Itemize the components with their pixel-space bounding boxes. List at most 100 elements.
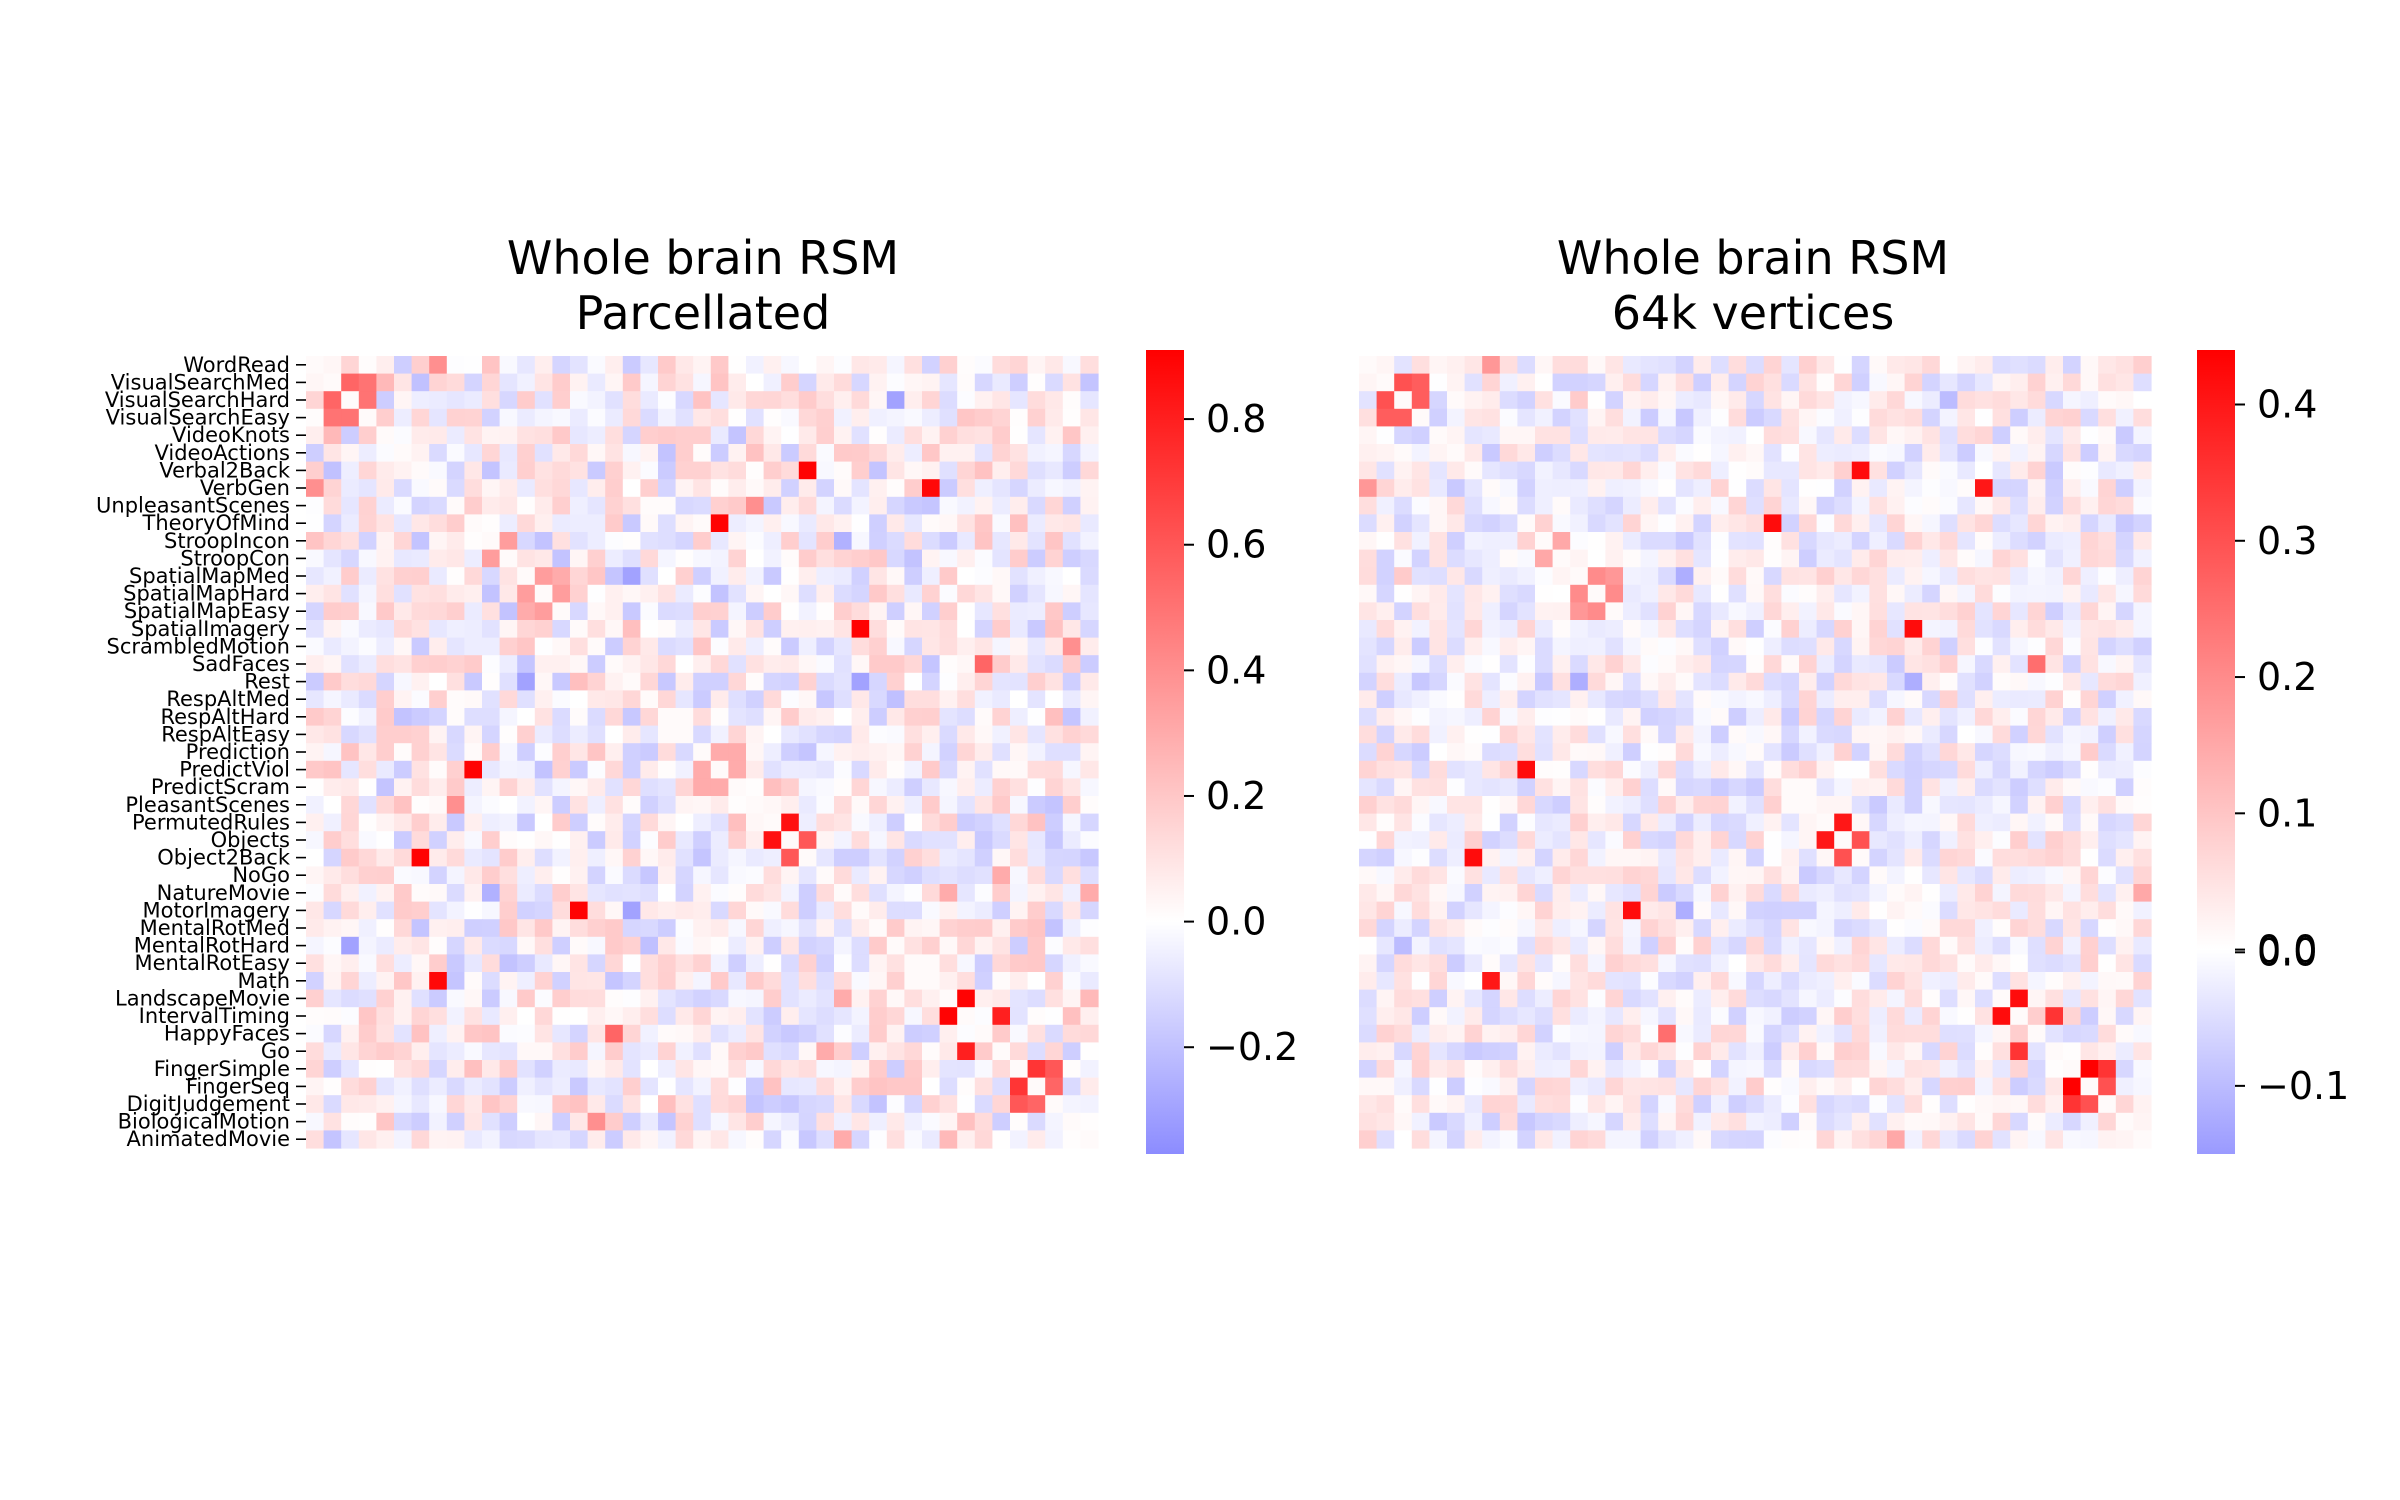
heatmap-cell — [1851, 848, 1870, 867]
heatmap-cell — [1411, 532, 1430, 551]
heatmap-cell — [974, 1060, 993, 1079]
heatmap-cell — [763, 901, 782, 920]
heatmap-cell — [2063, 672, 2082, 691]
heatmap-cell — [1763, 461, 1782, 480]
heatmap-cell — [376, 1077, 395, 1096]
heatmap-cell — [323, 831, 342, 850]
heatmap-cell — [1834, 972, 1853, 991]
heatmap-cell — [922, 831, 941, 850]
heatmap-cell — [2115, 549, 2134, 568]
row-label: VisualSearchHard — [105, 388, 290, 412]
heatmap-cell — [781, 690, 800, 709]
heatmap-cell — [1816, 567, 1835, 586]
heatmap-cell — [2080, 831, 2099, 850]
heatmap-cell — [1728, 1024, 1747, 1043]
heatmap-cell — [798, 1007, 817, 1026]
heatmap-cell — [1517, 514, 1536, 533]
heatmap-cell — [693, 549, 712, 568]
heatmap-cell — [834, 743, 853, 762]
heatmap-cell — [1939, 760, 1958, 779]
heatmap-cell — [1045, 1130, 1064, 1149]
heatmap-cell — [1728, 919, 1747, 938]
heatmap-cell — [1517, 1130, 1536, 1149]
heatmap-cell — [640, 496, 659, 515]
heatmap-cell — [1658, 620, 1677, 639]
heatmap-cell — [1658, 954, 1677, 973]
row-label: MentalRotHard — [134, 934, 290, 958]
heatmap-cell — [781, 1077, 800, 1096]
heatmap-cell — [2098, 408, 2117, 427]
heatmap-cell — [446, 866, 465, 885]
heatmap-cell — [1027, 919, 1046, 938]
heatmap-cell — [394, 1024, 413, 1043]
heatmap-cell — [1587, 901, 1606, 920]
heatmap-cell — [570, 989, 589, 1008]
heatmap-cell — [658, 655, 677, 674]
heatmap-cell — [1975, 1007, 1994, 1026]
heatmap-cell — [1834, 444, 1853, 463]
heatmap-cell — [2098, 637, 2117, 656]
colorbar-tick-label: −0.2 — [1206, 1025, 1298, 1069]
heatmap-cell — [1062, 479, 1081, 498]
heatmap-cell — [816, 743, 835, 762]
heatmap-cell — [693, 1042, 712, 1061]
heatmap-cell — [1535, 725, 1554, 744]
heatmap-cell — [552, 778, 571, 797]
heatmap-cell — [1851, 1077, 1870, 1096]
heatmap-cell — [1746, 1130, 1765, 1149]
heatmap-cell — [992, 373, 1011, 392]
heatmap-cell — [1851, 444, 1870, 463]
heatmap-cell — [1799, 936, 1818, 955]
heatmap-cell — [974, 1095, 993, 1114]
heatmap-cell — [922, 1095, 941, 1114]
heatmap-cell — [974, 1130, 993, 1149]
heatmap-cell — [1605, 884, 1624, 903]
heatmap-cell — [1027, 584, 1046, 603]
heatmap-cell — [605, 796, 624, 815]
row-label: VideoKnots — [172, 423, 290, 447]
heatmap-cell — [1869, 831, 1888, 850]
heatmap-cell — [763, 813, 782, 832]
heatmap-cell — [376, 461, 395, 480]
heatmap-cell — [464, 954, 483, 973]
heatmap-cell — [517, 1130, 536, 1149]
heatmap-cell — [658, 919, 677, 938]
heatmap-cell — [1887, 936, 1906, 955]
heatmap-cell — [1640, 760, 1659, 779]
heatmap-cell — [763, 584, 782, 603]
heatmap-cell — [2080, 796, 2099, 815]
heatmap-cell — [517, 356, 536, 375]
heatmap-cell — [1411, 1042, 1430, 1061]
heatmap-cell — [1746, 919, 1765, 938]
heatmap-cell — [1429, 532, 1448, 551]
heatmap-cell — [1887, 426, 1906, 445]
heatmap-cell — [992, 1077, 1011, 1096]
heatmap-cell — [1675, 831, 1694, 850]
heatmap-cell — [552, 1024, 571, 1043]
heatmap-cell — [658, 620, 677, 639]
heatmap-cell — [534, 620, 553, 639]
heatmap-cell — [1394, 901, 1413, 920]
heatmap-cell — [517, 426, 536, 445]
heatmap-cell — [482, 796, 501, 815]
heatmap-cell — [1045, 532, 1064, 551]
heatmap-cell — [1570, 479, 1589, 498]
heatmap-cell — [1869, 461, 1888, 480]
heatmap-cell — [394, 760, 413, 779]
heatmap-cell — [1887, 408, 1906, 427]
heatmap-cell — [1010, 901, 1029, 920]
heatmap-cell — [1429, 602, 1448, 621]
heatmap-cell — [1376, 391, 1395, 410]
heatmap-cell — [587, 708, 606, 727]
heatmap-cell — [1658, 813, 1677, 832]
heatmap-cell — [1359, 620, 1378, 639]
heatmap-cell — [1799, 549, 1818, 568]
heatmap-cell — [482, 391, 501, 410]
heatmap-cell — [2080, 549, 2099, 568]
heatmap-cell — [1746, 1007, 1765, 1026]
heatmap-cell — [1482, 936, 1501, 955]
heatmap-cell — [1552, 743, 1571, 762]
heatmap-cell — [1711, 373, 1730, 392]
heatmap-cell — [939, 496, 958, 515]
heatmap-cell — [2115, 1024, 2134, 1043]
